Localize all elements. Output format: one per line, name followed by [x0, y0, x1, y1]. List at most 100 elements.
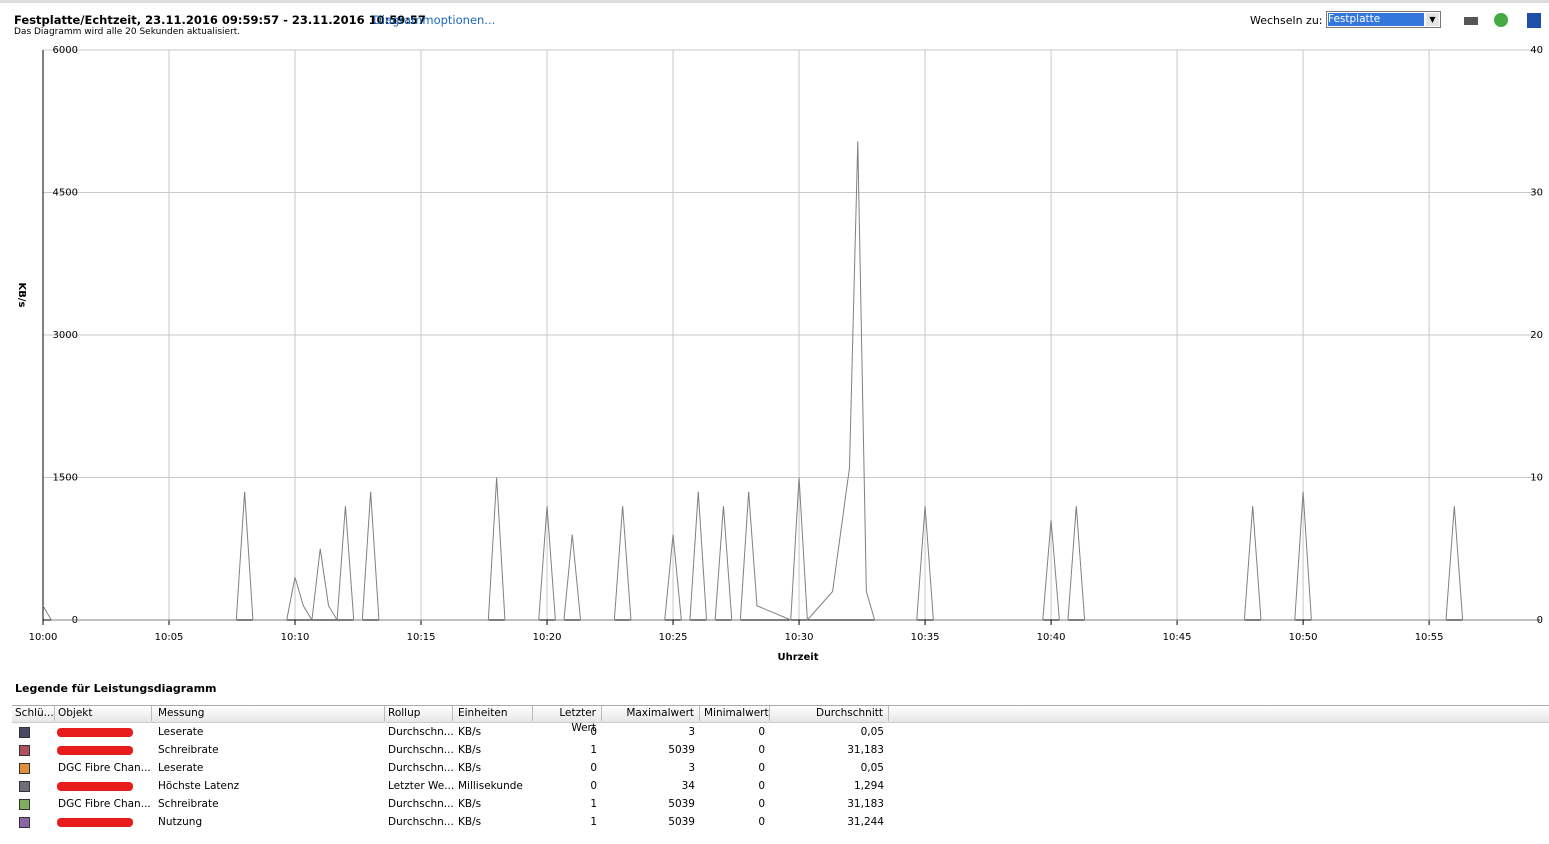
x-tick-label: 10:45 [1163, 632, 1192, 643]
color-swatch [19, 799, 30, 810]
table-cell: Leserate [158, 762, 204, 774]
table-cell: 0 [590, 726, 597, 738]
color-swatch [19, 763, 30, 774]
table-cell: 0 [758, 798, 765, 810]
title: Festplatte/Echtzeit, 23.11.2016 09:59:57… [14, 13, 426, 27]
print-icon[interactable] [1464, 17, 1478, 25]
redacted [57, 782, 133, 791]
y2-tick-label: 20 [1530, 330, 1543, 341]
table-cell: DGC Fibre Chan... [58, 762, 151, 774]
redacted [57, 818, 133, 827]
column-header: Messung [155, 706, 385, 721]
x-tick-label: 10:35 [911, 632, 940, 643]
column-header: Objekt [55, 706, 152, 721]
color-swatch [19, 781, 30, 792]
table-cell: 1 [590, 798, 597, 810]
x-tick-label: 10:10 [281, 632, 310, 643]
switch-select[interactable]: Festplatte ▼ [1326, 11, 1441, 28]
table-cell: 0 [758, 762, 765, 774]
y-axis-label: KB/s [16, 283, 27, 308]
x-tick-label: 10:50 [1289, 632, 1318, 643]
redacted [57, 728, 133, 737]
y-tick-label: 4500 [53, 188, 78, 199]
redacted [57, 746, 133, 755]
table-cell: 0 [758, 780, 765, 792]
table-cell: 1,294 [853, 780, 884, 792]
table-cell: KB/s [458, 762, 482, 774]
table-cell: Letzter We... [388, 780, 455, 792]
table-cell: KB/s [458, 798, 482, 810]
x-tick-label: 10:05 [155, 632, 184, 643]
x-tick-label: 10:55 [1415, 632, 1444, 643]
table-cell: 0 [590, 780, 597, 792]
table-cell: 31,183 [847, 798, 884, 810]
table-cell: 1 [590, 744, 597, 756]
table-cell: 5039 [668, 816, 695, 828]
color-swatch [19, 727, 30, 738]
table-cell: 34 [681, 780, 695, 792]
table-cell: Durchschn... [388, 816, 454, 828]
x-axis-label: Uhrzeit [778, 652, 819, 663]
chart: 0150030004500600001020304010:0010:0510:1… [16, 45, 1543, 663]
x-tick-label: 10:20 [533, 632, 562, 643]
table-cell: 5039 [668, 744, 695, 756]
table-header [12, 705, 1549, 723]
x-tick-label: 10:30 [785, 632, 814, 643]
table-cell: Millisekunde [458, 780, 523, 792]
x-tick-label: 10:00 [29, 632, 58, 643]
table-cell: 0 [758, 744, 765, 756]
y2-tick-label: 30 [1530, 188, 1543, 199]
column-header: Letzter Wert [533, 706, 602, 734]
column-header: Minimalwert [701, 706, 770, 721]
table-cell: 0 [758, 816, 765, 828]
x-tick-label: 10:40 [1037, 632, 1066, 643]
table-cell: 0,05 [860, 726, 884, 738]
tab-strip [0, 0, 1549, 3]
table-cell: 31,183 [847, 744, 884, 756]
table-cell: 31,244 [847, 816, 884, 828]
table-cell: 3 [688, 762, 695, 774]
table-cell: KB/s [458, 744, 482, 756]
column-header: Maximalwert [603, 706, 700, 721]
switch-label: Wechseln zu: [1250, 14, 1323, 27]
x-tick-label: 10:15 [407, 632, 436, 643]
subtitle: Das Diagramm wird alle 20 Sekunden aktua… [14, 27, 241, 37]
y2-tick-label: 10 [1530, 473, 1543, 484]
table-cell: Schreibrate [158, 744, 219, 756]
table-cell: Leserate [158, 726, 204, 738]
x-tick-label: 10:25 [659, 632, 688, 643]
table-cell: Höchste Latenz [158, 780, 240, 792]
table-cell: 5039 [668, 798, 695, 810]
table-cell: KB/s [458, 726, 482, 738]
table-cell: Durchschn... [388, 798, 454, 810]
legend-title: Legende für Leistungsdiagramm [15, 682, 217, 695]
table-cell: Nutzung [158, 816, 203, 828]
table-cell: DGC Fibre Chan... [58, 798, 151, 810]
table-cell: 0 [758, 726, 765, 738]
table-cell: 0 [590, 762, 597, 774]
series-line [42, 141, 1539, 622]
table-cell: 0,05 [860, 762, 884, 774]
table-cell: Durchschn... [388, 744, 454, 756]
options-link[interactable]: Diagrammoptionen... [373, 13, 496, 27]
y-tick-label: 1500 [53, 473, 78, 484]
y-tick-label: 6000 [53, 45, 78, 56]
save-icon[interactable] [1527, 13, 1541, 28]
select-arrow: ▼ [1426, 13, 1439, 26]
table-cell: 1 [590, 816, 597, 828]
table-cell: Durchschn... [388, 726, 454, 738]
table-cell: Schreibrate [158, 798, 219, 810]
table-cell: 3 [688, 726, 695, 738]
y2-tick-label: 40 [1530, 45, 1543, 56]
column-header: Durchschnitt [771, 706, 889, 721]
column-header: Einheiten [455, 706, 533, 721]
column-header: Rollup [385, 706, 453, 721]
color-swatch [19, 817, 30, 828]
column-header: Schlü... [12, 706, 55, 721]
select-value: Festplatte [1328, 13, 1424, 26]
refresh-icon[interactable] [1494, 13, 1508, 27]
y-tick-label: 3000 [53, 330, 78, 341]
table-cell: Durchschn... [388, 762, 454, 774]
toolbar-icons [1464, 13, 1541, 28]
